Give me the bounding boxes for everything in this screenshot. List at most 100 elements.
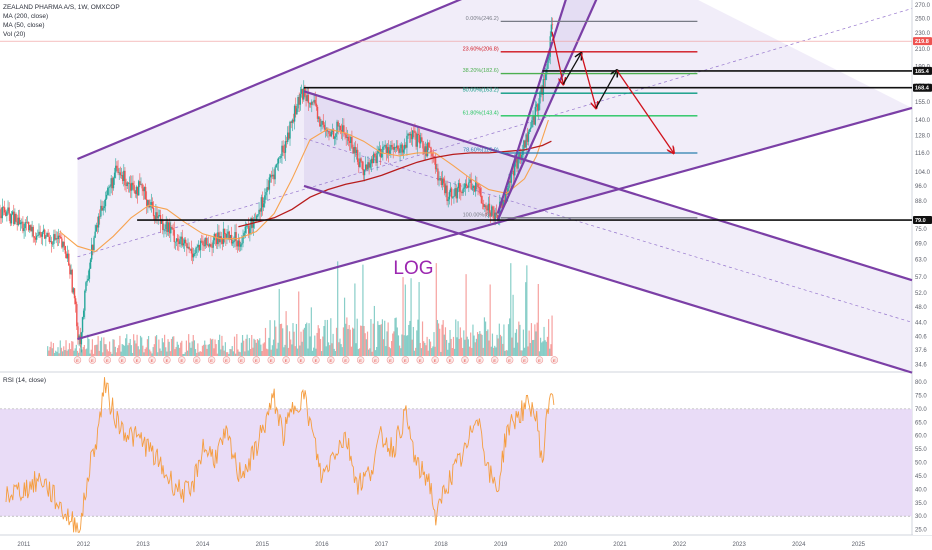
candle xyxy=(121,174,124,181)
volume-bar xyxy=(397,335,400,356)
volume-bar xyxy=(473,335,475,356)
candle xyxy=(367,162,369,170)
candle xyxy=(120,174,123,176)
candle xyxy=(61,238,63,248)
volume-bar xyxy=(299,345,301,356)
candle xyxy=(157,216,159,219)
candle xyxy=(369,163,371,168)
volume-bar xyxy=(387,322,389,356)
candle xyxy=(483,204,485,207)
volume-bar xyxy=(149,349,151,356)
candle xyxy=(136,186,139,196)
volume-bar xyxy=(84,349,87,356)
volume-bar xyxy=(198,352,200,356)
volume-bar xyxy=(92,353,95,356)
earnings-marker-label: E xyxy=(344,358,347,363)
candle xyxy=(416,133,418,147)
volume-bar xyxy=(52,343,55,356)
price-tick-11: 96.0 xyxy=(915,184,927,190)
price-tick-20: 44.0 xyxy=(915,320,927,326)
volume-bar xyxy=(535,331,537,356)
ma50-line xyxy=(59,119,549,253)
fib-label-2: 38.20%(182.6) xyxy=(463,68,499,74)
volume-bar xyxy=(342,327,345,356)
candle xyxy=(104,198,107,207)
candle xyxy=(471,188,473,189)
volume-bar xyxy=(208,344,210,356)
candle xyxy=(284,141,287,153)
volume-bar xyxy=(262,343,264,356)
volume-bar xyxy=(545,341,547,356)
rsi-tick-5: 55.0 xyxy=(915,447,927,453)
volume-bar xyxy=(256,338,259,356)
volume-bar xyxy=(463,330,465,356)
candle xyxy=(139,181,141,185)
volume-bar xyxy=(57,347,59,356)
legend-vol: Vol (20) xyxy=(3,31,26,38)
candle xyxy=(510,171,512,183)
volume-bar xyxy=(459,327,461,356)
volume-bar xyxy=(88,339,90,356)
candle xyxy=(112,177,115,189)
volume-bar xyxy=(233,336,236,356)
candle xyxy=(265,192,267,196)
candle xyxy=(72,288,75,293)
candle xyxy=(178,241,180,244)
volume-bar xyxy=(311,350,314,356)
candle xyxy=(337,121,339,127)
volume-bar xyxy=(120,351,122,356)
volume-bar xyxy=(83,344,85,356)
candle xyxy=(511,170,514,172)
volume-bar xyxy=(168,341,170,356)
candle xyxy=(289,121,291,139)
volume-bar xyxy=(119,335,121,356)
volume-bar xyxy=(214,339,216,356)
candle xyxy=(221,238,224,244)
channel-line-0-0 xyxy=(77,0,463,161)
rsi-tick-2: 70.0 xyxy=(915,407,927,413)
candle xyxy=(361,161,363,170)
candle xyxy=(375,155,377,164)
volume-bar xyxy=(49,346,51,356)
volume-bar xyxy=(377,321,379,356)
volume-bar xyxy=(338,342,340,356)
candle xyxy=(312,101,314,103)
volume-bar xyxy=(536,322,538,356)
candle xyxy=(381,153,383,158)
candle xyxy=(278,157,281,159)
volume-bar xyxy=(399,345,401,356)
fib-label-1: 23.60%(206.8) xyxy=(463,46,499,52)
volume-bar xyxy=(181,340,183,356)
volume-bar xyxy=(356,318,358,356)
earnings-marker xyxy=(312,356,320,364)
time-tick-14: 2025 xyxy=(852,542,866,548)
volume-bar xyxy=(271,345,273,356)
candle xyxy=(368,162,370,168)
price-tick-2: 230.0 xyxy=(915,31,931,37)
volume-bar xyxy=(270,349,272,356)
earnings-marker xyxy=(267,356,275,364)
volume-bar xyxy=(354,283,356,356)
candle xyxy=(33,236,36,238)
candle xyxy=(461,191,463,194)
time-tick-6: 2017 xyxy=(375,542,389,548)
candle xyxy=(469,179,471,183)
candle xyxy=(34,237,37,240)
rsi-tick-0: 80.0 xyxy=(915,380,927,386)
candle xyxy=(160,220,163,224)
candle xyxy=(39,231,41,235)
candle xyxy=(179,239,181,244)
candle xyxy=(246,225,249,227)
earnings-marker xyxy=(237,356,246,364)
candle xyxy=(362,169,365,176)
earnings-marker-label: E xyxy=(434,358,437,363)
volume-bar xyxy=(470,332,472,356)
volume-bar xyxy=(361,325,363,356)
rsi-tick-3: 65.0 xyxy=(915,420,927,426)
candle xyxy=(288,132,290,139)
candle xyxy=(293,105,296,122)
candle xyxy=(344,133,346,135)
candle xyxy=(196,247,198,248)
volume-bar xyxy=(441,324,443,356)
volume-bar xyxy=(128,342,130,356)
